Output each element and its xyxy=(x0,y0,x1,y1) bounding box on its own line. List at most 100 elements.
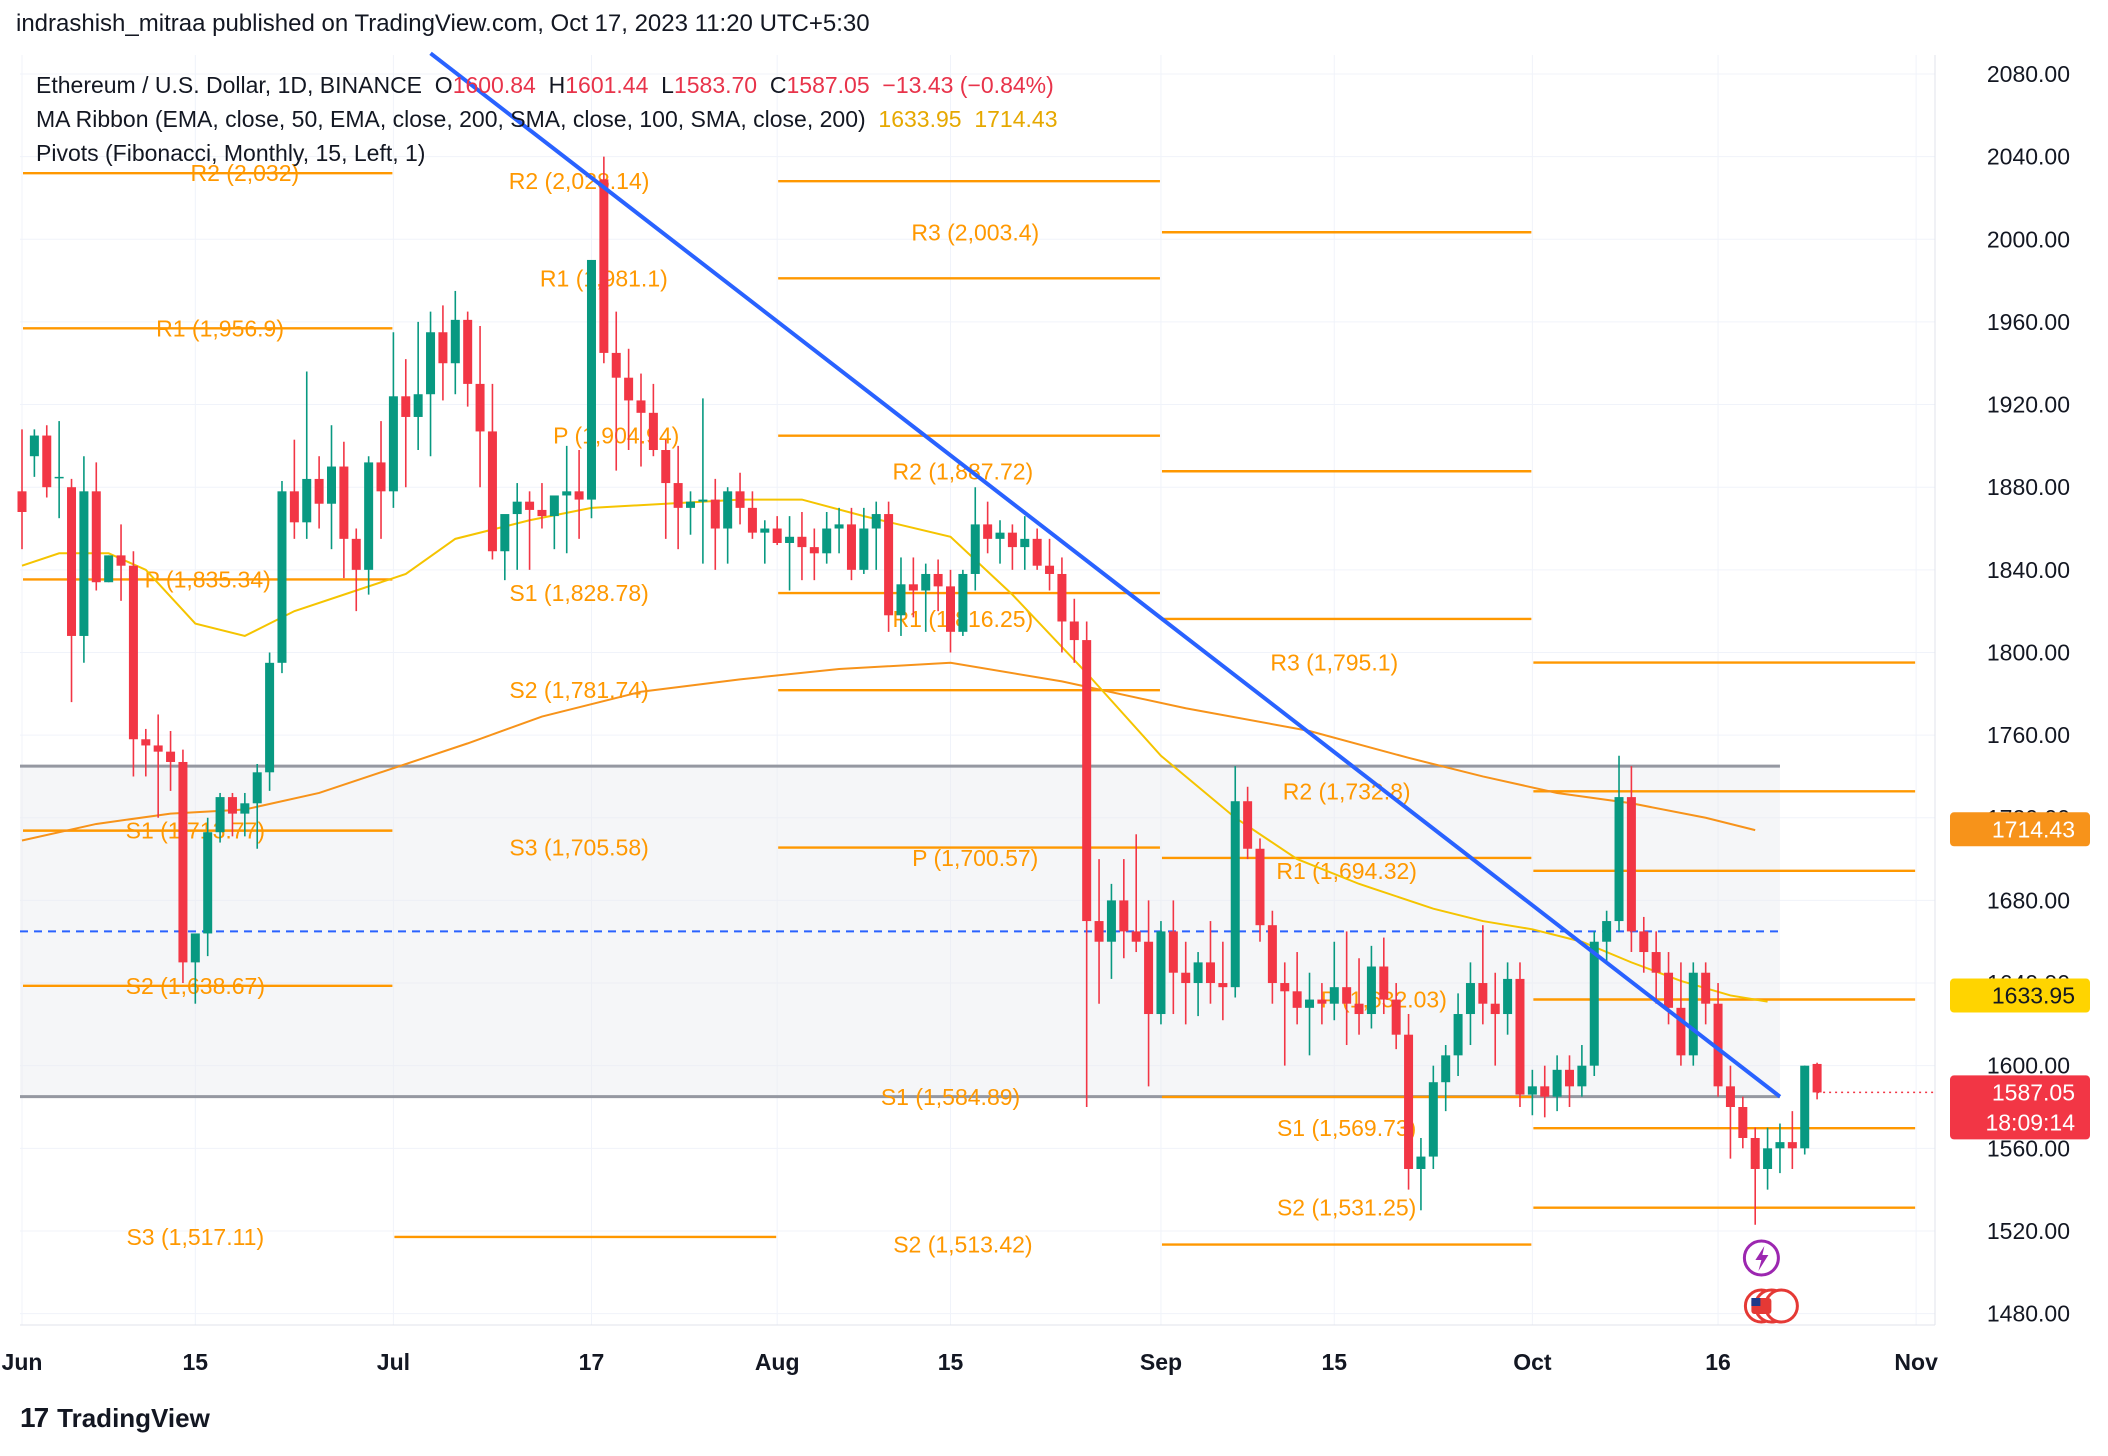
candle-body xyxy=(1738,1107,1748,1138)
candle-body xyxy=(933,573,943,587)
candle-body xyxy=(215,797,225,833)
candle-body xyxy=(1763,1148,1773,1169)
candle-body xyxy=(1193,962,1203,984)
candle-body xyxy=(908,584,918,591)
candle-body xyxy=(1119,900,1129,932)
candle-body xyxy=(970,524,980,574)
candle-body xyxy=(760,528,770,533)
pivot-label: S2 (1,531.25) xyxy=(1277,1195,1416,1221)
ma-ribbon-label[interactable]: MA Ribbon (EMA, close, 50, EMA, close, 2… xyxy=(36,106,866,132)
candle-body xyxy=(1168,931,1178,973)
candle-body xyxy=(401,396,411,417)
candle-body xyxy=(698,499,708,502)
ohlc-c-label: C xyxy=(769,72,787,98)
candle-body xyxy=(227,797,237,814)
candle-body xyxy=(1490,1003,1500,1015)
candle-body xyxy=(1305,999,1315,1008)
candle-body xyxy=(1626,797,1636,932)
candle-body xyxy=(1725,1086,1735,1107)
candle-body xyxy=(1329,987,1339,1004)
candle-body xyxy=(636,400,646,413)
pivots-label[interactable]: Pivots (Fibonacci, Monthly, 15, Left, 1) xyxy=(36,140,426,166)
candle-body xyxy=(1478,983,1488,1004)
ma-value-1: 1633.95 xyxy=(878,106,962,132)
time-tick-label: 15 xyxy=(1321,1349,1347,1375)
candle-body xyxy=(797,536,807,548)
candle-body xyxy=(772,528,782,543)
price-badge xyxy=(1950,1075,2090,1140)
countdown-label: 18:09:14 xyxy=(1985,1109,2075,1135)
candle-body xyxy=(1787,1142,1797,1149)
candle-body xyxy=(302,478,312,523)
candle-body xyxy=(1243,801,1253,849)
tradingview-mark-icon: 17 xyxy=(20,1402,49,1433)
candle-body xyxy=(809,547,819,554)
candle-body xyxy=(562,491,572,496)
candle-body xyxy=(351,538,361,570)
candle-body xyxy=(314,478,324,504)
candle-body xyxy=(1664,972,1674,1008)
pivot-label: R2 (2,032) xyxy=(191,160,300,186)
candle-body xyxy=(822,528,832,554)
price-tick-label: 1880.00 xyxy=(1987,474,2070,500)
candle-body xyxy=(1391,999,1401,1035)
candle-body xyxy=(29,435,39,457)
price-badge-label: 1633.95 xyxy=(1992,983,2075,1009)
candle-body xyxy=(958,573,968,632)
candle-body xyxy=(673,483,683,508)
candle-body xyxy=(1292,991,1302,1008)
candle-body xyxy=(426,332,436,395)
candle-body xyxy=(525,501,535,510)
candle-body xyxy=(190,933,200,963)
grid xyxy=(20,55,1935,1325)
candle-body xyxy=(983,524,993,539)
candle-body xyxy=(1342,987,1352,1004)
pivot-label: R2 (1,887.72) xyxy=(893,458,1034,484)
ohlc-l-label: L xyxy=(661,72,674,98)
price-tick-label: 1760.00 xyxy=(1987,722,2070,748)
candle-body xyxy=(79,491,89,636)
pivot-label: S1 (1,569.73) xyxy=(1277,1115,1416,1141)
price-tick-label: 1480.00 xyxy=(1987,1301,2070,1327)
pivot-label: R1 (1,956.9) xyxy=(156,315,284,341)
candle-body xyxy=(1800,1065,1810,1149)
candle-body xyxy=(1280,983,1290,992)
candle-body xyxy=(834,524,844,529)
price-tick-label: 2000.00 xyxy=(1987,226,2070,252)
candle-body xyxy=(512,501,522,515)
candle-body xyxy=(1255,848,1265,926)
candle-body xyxy=(1527,1086,1537,1095)
candle-body xyxy=(537,509,547,517)
candle-body xyxy=(1503,978,1513,1015)
candle-body xyxy=(500,514,510,552)
ohlc-change: −13.43 (−0.84%) xyxy=(882,72,1054,98)
candle-body xyxy=(574,491,584,500)
candle-body xyxy=(463,319,473,384)
time-tick-label: 16 xyxy=(1705,1349,1731,1375)
candle-body xyxy=(1577,1065,1587,1087)
pivot-label: S2 (1,513.42) xyxy=(893,1232,1032,1258)
candle-body xyxy=(166,751,176,762)
candle-body xyxy=(648,412,658,451)
candle-body xyxy=(1441,1055,1451,1083)
tradingview-logo[interactable]: 17 TradingView xyxy=(20,1402,210,1434)
pivot-label: P (1,835.34) xyxy=(145,566,271,592)
candle-body xyxy=(450,319,460,364)
candle-body xyxy=(1688,972,1698,1056)
candle-body xyxy=(265,662,275,773)
candle-body xyxy=(1131,931,1141,942)
legend-ma-row: MA Ribbon (EMA, close, 50, EMA, close, 2… xyxy=(36,102,1057,136)
candle-body xyxy=(1416,1156,1426,1169)
symbol-label[interactable]: Ethereum / U.S. Dollar, 1D, BINANCE xyxy=(36,72,423,98)
candle-body xyxy=(1775,1142,1785,1149)
pivot-label: S1 (1,584.89) xyxy=(881,1084,1020,1110)
pivot-label: S1 (1,713.77) xyxy=(126,818,265,844)
candle-body xyxy=(475,383,485,432)
candle-body xyxy=(846,524,856,570)
candle-body xyxy=(1540,1086,1550,1097)
candle-body xyxy=(277,491,287,663)
candle-body xyxy=(1465,983,1475,1015)
candle-body xyxy=(67,487,77,636)
candle-body xyxy=(487,431,497,552)
